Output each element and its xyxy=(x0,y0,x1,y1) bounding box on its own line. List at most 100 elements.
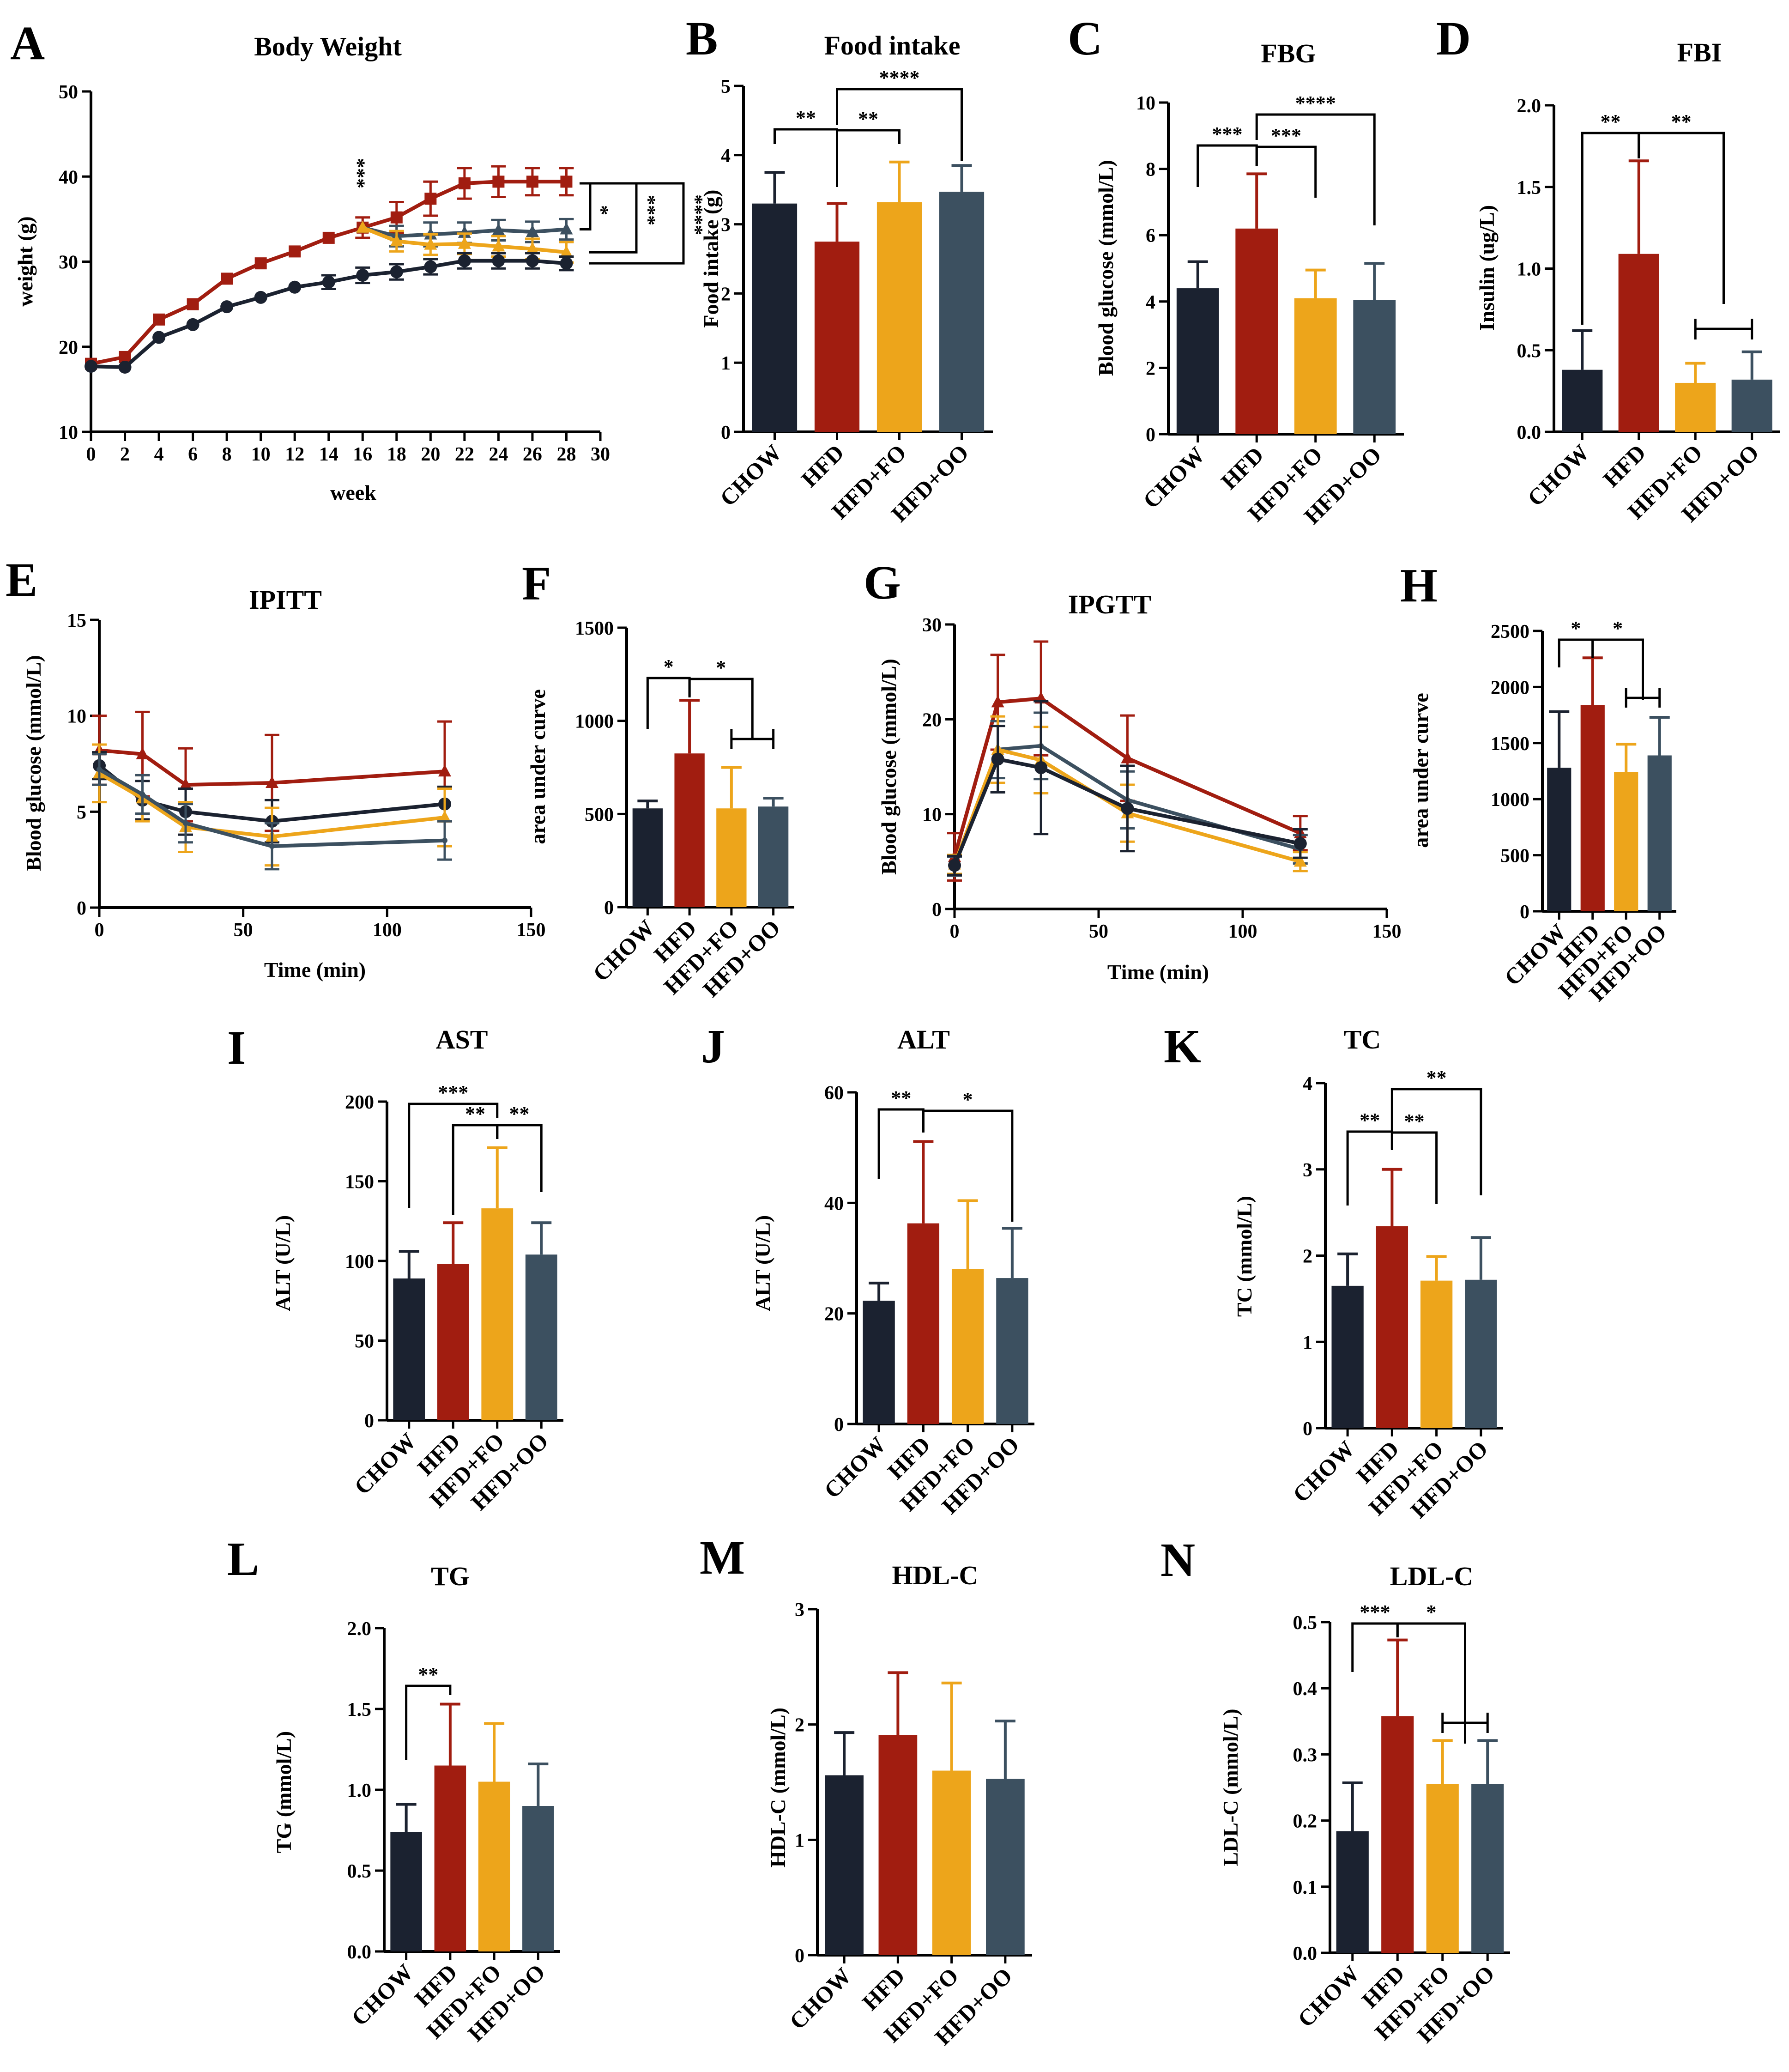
x-tick-label: 14 xyxy=(319,444,338,465)
y-tick-label: 4 xyxy=(721,145,731,167)
significance-bracket xyxy=(836,129,901,185)
x-tick-label: 100 xyxy=(373,920,402,941)
chart-panel-E: 0 5 10 15 Blood glucose (mmol/L) E IPITT 0 50 100… xyxy=(6,553,546,981)
data-point xyxy=(492,223,505,236)
bar-hfd-oo xyxy=(1647,755,1672,911)
bar-hfd-fo xyxy=(1420,1280,1453,1428)
panel-letter: H xyxy=(1400,559,1438,612)
data-point xyxy=(322,275,335,289)
y-tick-label: 30 xyxy=(59,252,78,273)
chart-panel-D: 0.0 0.5 1.0 1.5 2.0 Insulin (ug/L) D FBI CHOW HFD… xyxy=(1436,12,1780,527)
significance-bracket xyxy=(408,1103,499,1208)
data-point xyxy=(526,176,538,188)
panel-letter: F xyxy=(522,557,551,610)
significance-label: **** xyxy=(684,194,707,235)
y-tick-label: 0.4 xyxy=(1293,1678,1318,1700)
significance-label: ** xyxy=(465,1103,485,1125)
y-tick-label: 20 xyxy=(922,709,942,731)
chart-title: TG xyxy=(431,1561,470,1591)
significance-bracket xyxy=(1694,319,1753,339)
x-tick-label: 26 xyxy=(523,444,542,465)
data-point xyxy=(560,222,573,235)
category-label: CHOW xyxy=(588,915,659,986)
y-tick-label: 0 xyxy=(834,1414,844,1436)
significance-label: ** xyxy=(418,1663,438,1686)
y-axis-label: LDL-C (mmol/L) xyxy=(1219,1708,1242,1866)
bar-hfd-fo xyxy=(481,1208,514,1420)
data-point xyxy=(424,260,437,273)
data-point xyxy=(139,791,145,797)
significance-bracket xyxy=(922,1109,1014,1222)
y-tick-label: 2.0 xyxy=(347,1618,372,1640)
significance-label: *** xyxy=(1212,123,1243,145)
significance-bracket xyxy=(1255,113,1376,225)
data-point xyxy=(438,764,451,777)
y-tick-label: 1 xyxy=(795,1830,804,1851)
x-tick-label: 0 xyxy=(95,920,104,941)
category-label: CHOW xyxy=(1287,1436,1359,1507)
bar-hfd-oo xyxy=(1731,379,1772,432)
panel-letter: K xyxy=(1164,1020,1201,1073)
significance-bracket xyxy=(1390,1131,1438,1204)
data-point xyxy=(153,313,165,326)
significance-label: ** xyxy=(891,1087,911,1109)
significance-bracket xyxy=(877,1108,925,1179)
data-point xyxy=(560,257,573,270)
y-tick-label: 2 xyxy=(721,284,731,305)
y-tick-label: 1.0 xyxy=(1517,259,1541,280)
y-tick-label: 3 xyxy=(795,1599,804,1621)
y-tick-label: 2000 xyxy=(1491,677,1529,698)
panel-letter: L xyxy=(227,1533,259,1586)
significance-bracket xyxy=(1591,638,1644,700)
y-tick-label: 1.5 xyxy=(1517,177,1541,199)
panel-letter: A xyxy=(10,17,45,70)
y-tick-label: 1500 xyxy=(1491,733,1529,755)
data-point xyxy=(991,695,1004,708)
y-tick-label: 4 xyxy=(1146,292,1155,313)
chart-title: FBG xyxy=(1261,38,1316,68)
bar-hfd xyxy=(1235,228,1278,434)
x-tick-label: 12 xyxy=(285,444,304,465)
y-tick-label: 50 xyxy=(355,1331,374,1352)
y-axis-label: area under curve xyxy=(526,689,550,844)
data-point xyxy=(187,298,199,310)
data-point xyxy=(390,234,403,247)
significance-label: * xyxy=(590,205,613,215)
category-label: CHOW xyxy=(784,1963,856,2034)
y-tick-label: 500 xyxy=(585,804,614,825)
panel-letter: E xyxy=(6,553,37,606)
bar-hfd-oo xyxy=(1353,300,1396,434)
category-label: CHOW xyxy=(715,439,786,511)
x-tick-label: 10 xyxy=(251,444,271,465)
significance-bracket xyxy=(1197,144,1258,187)
y-tick-label: 0 xyxy=(1520,902,1529,923)
x-tick-label: 22 xyxy=(455,444,474,465)
x-axis-label: Time (min) xyxy=(1107,960,1209,984)
significance-bracket xyxy=(1638,132,1725,304)
data-point xyxy=(948,859,961,872)
data-point xyxy=(438,810,451,823)
significance-label: ** xyxy=(858,108,878,130)
data-point xyxy=(458,254,471,267)
y-tick-label: 0.0 xyxy=(1293,1943,1318,1964)
x-tick-label: 0 xyxy=(86,444,96,465)
bar-hfd-fo xyxy=(876,202,922,432)
data-point xyxy=(390,265,403,279)
x-tick-label: 4 xyxy=(154,444,164,465)
y-tick-label: 1 xyxy=(1303,1332,1312,1353)
bar-hfd xyxy=(674,753,705,907)
chart-title: IPITT xyxy=(249,585,322,615)
data-point xyxy=(356,220,369,233)
bar-chow xyxy=(632,808,663,907)
bar-hfd xyxy=(1580,705,1605,911)
chart-title: ALT xyxy=(897,1024,950,1054)
data-point xyxy=(458,236,471,249)
y-tick-label: 0.0 xyxy=(1517,422,1541,443)
significance-label: *** xyxy=(346,158,369,188)
y-tick-label: 0 xyxy=(604,897,614,919)
bar-hfd-fo xyxy=(951,1269,984,1424)
category-label: CHOW xyxy=(819,1431,890,1503)
